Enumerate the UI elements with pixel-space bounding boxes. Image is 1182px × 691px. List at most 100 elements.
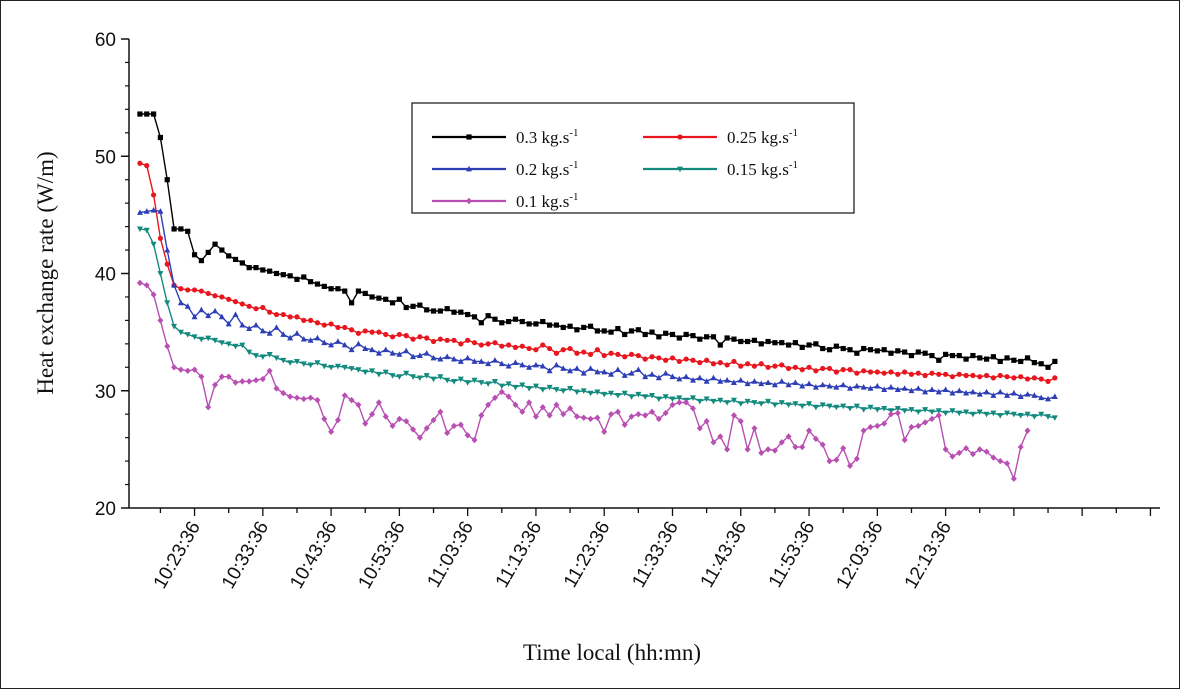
data-point — [300, 335, 307, 342]
data-point — [751, 425, 758, 432]
x-tick-label: 12:03:36 — [832, 518, 887, 593]
data-point — [437, 408, 444, 416]
data-point — [895, 371, 901, 377]
data-point — [499, 343, 505, 349]
data-point — [772, 340, 778, 346]
data-point — [826, 347, 833, 353]
data-point — [539, 387, 546, 393]
data-point — [860, 427, 867, 434]
data-point — [949, 374, 956, 380]
data-point — [144, 163, 150, 169]
data-point — [724, 362, 730, 368]
series-layer — [136, 111, 1058, 482]
data-point — [655, 374, 662, 381]
data-point — [485, 381, 492, 387]
x-tick-label: 11:03:36 — [424, 518, 478, 591]
data-point — [389, 334, 396, 340]
legend-label-base: 0.15 kg.s — [727, 160, 789, 179]
data-point — [976, 409, 983, 416]
data-point — [164, 342, 171, 350]
legend-item: 0.3 kg.s-1 — [432, 127, 579, 147]
data-point — [253, 265, 259, 271]
data-point — [491, 357, 498, 363]
data-point — [621, 372, 628, 378]
y-tick-label: 50 — [95, 147, 116, 168]
data-point — [819, 441, 826, 448]
data-point — [587, 415, 594, 423]
data-point — [403, 418, 410, 425]
data-point — [252, 353, 259, 359]
data-point — [287, 314, 293, 320]
data-point — [424, 335, 430, 341]
data-point — [328, 364, 335, 371]
data-point — [1010, 411, 1017, 418]
data-point — [1004, 460, 1011, 467]
data-point — [649, 408, 656, 416]
data-point — [280, 389, 287, 397]
data-point — [887, 411, 894, 418]
data-point — [355, 340, 362, 347]
data-point — [785, 433, 792, 440]
data-point — [485, 313, 491, 319]
data-point — [990, 410, 997, 417]
data-point — [942, 386, 949, 392]
data-point — [990, 375, 997, 381]
data-point — [635, 391, 642, 398]
data-point — [806, 342, 812, 348]
data-point — [1011, 375, 1017, 381]
data-point — [546, 322, 553, 328]
data-point — [813, 341, 819, 347]
x-tick-label: 10:53:36 — [355, 518, 410, 593]
series-2 — [136, 206, 1058, 402]
data-point — [655, 396, 662, 403]
data-point — [505, 362, 512, 369]
y-tick-label: 30 — [95, 382, 116, 403]
data-point — [362, 420, 369, 427]
data-point — [498, 388, 505, 396]
data-point — [191, 334, 198, 341]
data-point — [1018, 374, 1024, 380]
data-point — [901, 408, 908, 414]
data-point — [232, 379, 239, 386]
data-point — [861, 345, 867, 352]
data-point — [267, 268, 273, 274]
data-point — [601, 352, 607, 359]
data-point — [546, 384, 553, 391]
data-point — [601, 428, 608, 435]
data-point — [881, 386, 888, 392]
data-point — [424, 307, 430, 313]
data-point — [178, 226, 184, 232]
data-point — [915, 422, 922, 430]
data-point — [205, 312, 212, 319]
data-point — [963, 445, 970, 452]
data-point — [990, 454, 997, 461]
data-point — [532, 361, 539, 368]
data-point — [594, 414, 601, 421]
data-point — [1017, 393, 1024, 400]
y-tick-label: 20 — [95, 499, 116, 520]
data-point — [157, 271, 164, 277]
data-point — [512, 359, 519, 366]
data-point — [389, 373, 396, 379]
data-point — [253, 306, 259, 312]
data-point — [1051, 393, 1058, 400]
data-point — [758, 449, 765, 457]
data-point — [259, 354, 266, 360]
data-point — [990, 392, 997, 398]
data-point — [710, 361, 717, 367]
data-point — [614, 366, 621, 373]
data-point — [901, 436, 908, 444]
data-point — [826, 403, 833, 410]
data-point — [744, 398, 751, 405]
data-point — [369, 411, 376, 418]
data-point — [649, 393, 656, 399]
data-point — [765, 446, 772, 453]
data-point — [847, 385, 854, 391]
data-point — [212, 337, 219, 344]
legend-label-base: 0.3 kg.s — [516, 128, 569, 147]
data-point — [765, 398, 772, 405]
data-point — [949, 453, 956, 460]
data-point — [628, 369, 635, 376]
data-point — [546, 345, 553, 352]
data-point — [799, 382, 806, 389]
